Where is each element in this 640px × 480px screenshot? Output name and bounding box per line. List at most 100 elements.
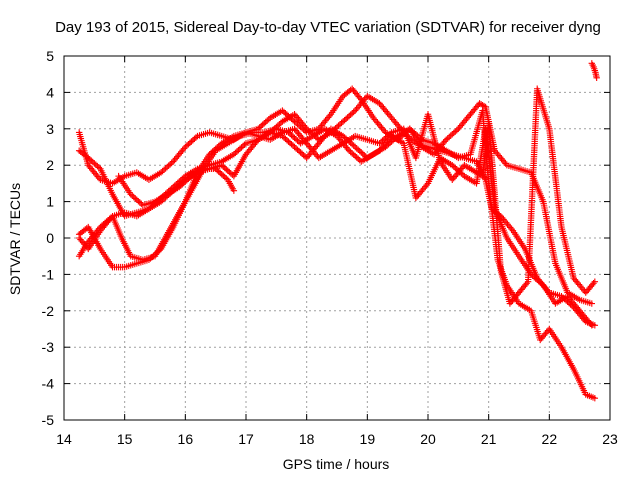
data-point — [359, 150, 366, 158]
data-point — [391, 135, 398, 143]
data-point — [232, 149, 239, 157]
data-point — [341, 116, 348, 124]
data-point — [409, 128, 417, 135]
data-point — [523, 280, 530, 287]
y-tick-label: 2 — [46, 157, 54, 173]
data-point — [186, 139, 194, 147]
data-point — [207, 149, 215, 157]
data-point — [213, 144, 221, 151]
data-point — [168, 159, 175, 167]
data-point — [233, 148, 241, 155]
data-point — [450, 163, 457, 170]
data-point — [212, 145, 219, 153]
data-point — [385, 141, 392, 148]
data-point — [217, 141, 224, 148]
x-tick-label: 20 — [420, 431, 436, 447]
data-point — [132, 195, 139, 202]
data-point — [159, 167, 166, 175]
data-point — [590, 280, 597, 287]
data-point — [186, 174, 194, 181]
data-point — [210, 146, 218, 154]
data-point — [289, 142, 297, 149]
plot-frame — [63, 55, 611, 421]
data-point — [408, 126, 415, 134]
data-point — [227, 170, 235, 177]
data-point — [392, 134, 400, 141]
data-point — [129, 192, 136, 199]
data-point — [288, 141, 295, 148]
data-point — [591, 278, 599, 285]
data-point — [262, 118, 269, 126]
data-point — [88, 157, 95, 164]
x-tick-label: 21 — [481, 431, 497, 447]
data-point — [282, 135, 289, 143]
data-point — [295, 147, 303, 155]
data-point — [538, 280, 545, 288]
data-point — [215, 142, 222, 150]
data-point — [306, 128, 313, 135]
series-track-b — [75, 92, 599, 329]
data-point — [261, 120, 268, 127]
y-tick-label: -5 — [42, 412, 55, 428]
data-point — [411, 129, 418, 137]
data-point — [235, 146, 242, 154]
series-track-f — [115, 165, 238, 209]
data-point — [355, 155, 362, 163]
data-point — [350, 142, 357, 149]
data-point — [279, 107, 286, 114]
data-point — [379, 137, 386, 144]
x-tick-label: 18 — [299, 431, 315, 447]
data-point — [220, 172, 227, 179]
data-point — [350, 151, 357, 158]
data-point — [377, 138, 385, 146]
data-point — [380, 136, 388, 143]
data-point — [176, 178, 183, 185]
data-point — [151, 251, 159, 258]
data-point — [92, 161, 100, 168]
data-point — [449, 162, 456, 169]
data-point — [386, 139, 394, 147]
data-point — [285, 138, 292, 145]
data-point — [236, 145, 244, 153]
data-point — [355, 146, 362, 153]
data-point — [291, 134, 298, 142]
data-point — [94, 162, 101, 170]
data-point — [388, 138, 395, 145]
y-tick-label: 3 — [46, 121, 54, 137]
data-point — [383, 133, 391, 140]
data-point — [291, 143, 298, 151]
data-point — [412, 131, 420, 138]
data-point — [280, 134, 288, 141]
data-point — [353, 154, 360, 161]
data-point — [304, 126, 312, 134]
data-point — [264, 117, 271, 124]
data-point — [221, 164, 228, 172]
data-point — [163, 163, 171, 171]
data-point — [459, 171, 467, 178]
y-tick-label: -1 — [42, 266, 55, 282]
data-point — [286, 139, 294, 147]
y-axis-label: SDTVAR / TECUs — [7, 183, 23, 295]
y-tick-label: 0 — [46, 230, 54, 246]
data-point — [530, 273, 538, 281]
data-point — [209, 148, 216, 155]
data-series — [75, 60, 600, 402]
x-tick-label: 22 — [542, 431, 558, 447]
data-point — [593, 74, 600, 82]
data-point — [277, 119, 285, 127]
data-point — [450, 129, 457, 137]
data-point — [358, 149, 365, 156]
data-point — [180, 174, 188, 181]
data-point — [336, 121, 344, 128]
data-point — [283, 136, 291, 144]
data-point — [386, 130, 394, 138]
data-point — [534, 276, 541, 284]
series-track-a — [75, 85, 595, 307]
data-point — [537, 279, 544, 286]
y-tick-label: 1 — [46, 194, 54, 210]
data-point — [353, 145, 360, 152]
data-point — [348, 150, 356, 157]
data-point — [145, 205, 153, 213]
data-point — [192, 134, 200, 141]
